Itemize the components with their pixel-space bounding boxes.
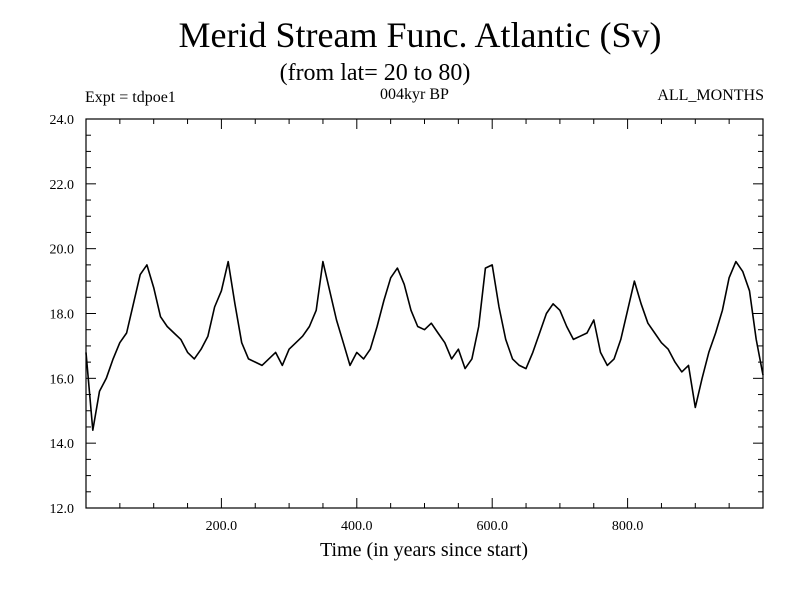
y-tick-label: 18.0 bbox=[50, 308, 75, 323]
x-tick-label: 800.0 bbox=[612, 519, 644, 534]
x-tick-label: 200.0 bbox=[206, 519, 238, 534]
series-line bbox=[85, 260, 764, 432]
y-tick-label: 20.0 bbox=[50, 243, 75, 258]
series-layer bbox=[85, 260, 764, 432]
x-tick-label: 600.0 bbox=[476, 519, 508, 534]
ticks-layer: 12.0 14.0 16.0 18.0 20.0 22.0 24.0 200.0 400.0 60… bbox=[50, 113, 763, 534]
experiment-label: Expt = tdpoe1 bbox=[85, 89, 176, 106]
chart-subtitle: (from lat= 20 to 80) bbox=[279, 60, 471, 86]
plot-frame bbox=[85, 118, 764, 509]
y-tick-label: 14.0 bbox=[50, 437, 75, 452]
y-tick-label: 22.0 bbox=[50, 178, 75, 193]
y-tick-label: 16.0 bbox=[50, 372, 75, 387]
period-label: 004kyr BP bbox=[380, 86, 449, 103]
x-axis-label: Time (in years since start) bbox=[319, 539, 529, 561]
months-label: ALL_MONTHS bbox=[657, 87, 764, 104]
chart-title: Merid Stream Func. Atlantic (Sv) bbox=[178, 15, 662, 55]
x-tick-label: 400.0 bbox=[341, 519, 373, 534]
y-tick-label: 12.0 bbox=[50, 502, 75, 517]
y-tick-label: 24.0 bbox=[50, 113, 75, 128]
